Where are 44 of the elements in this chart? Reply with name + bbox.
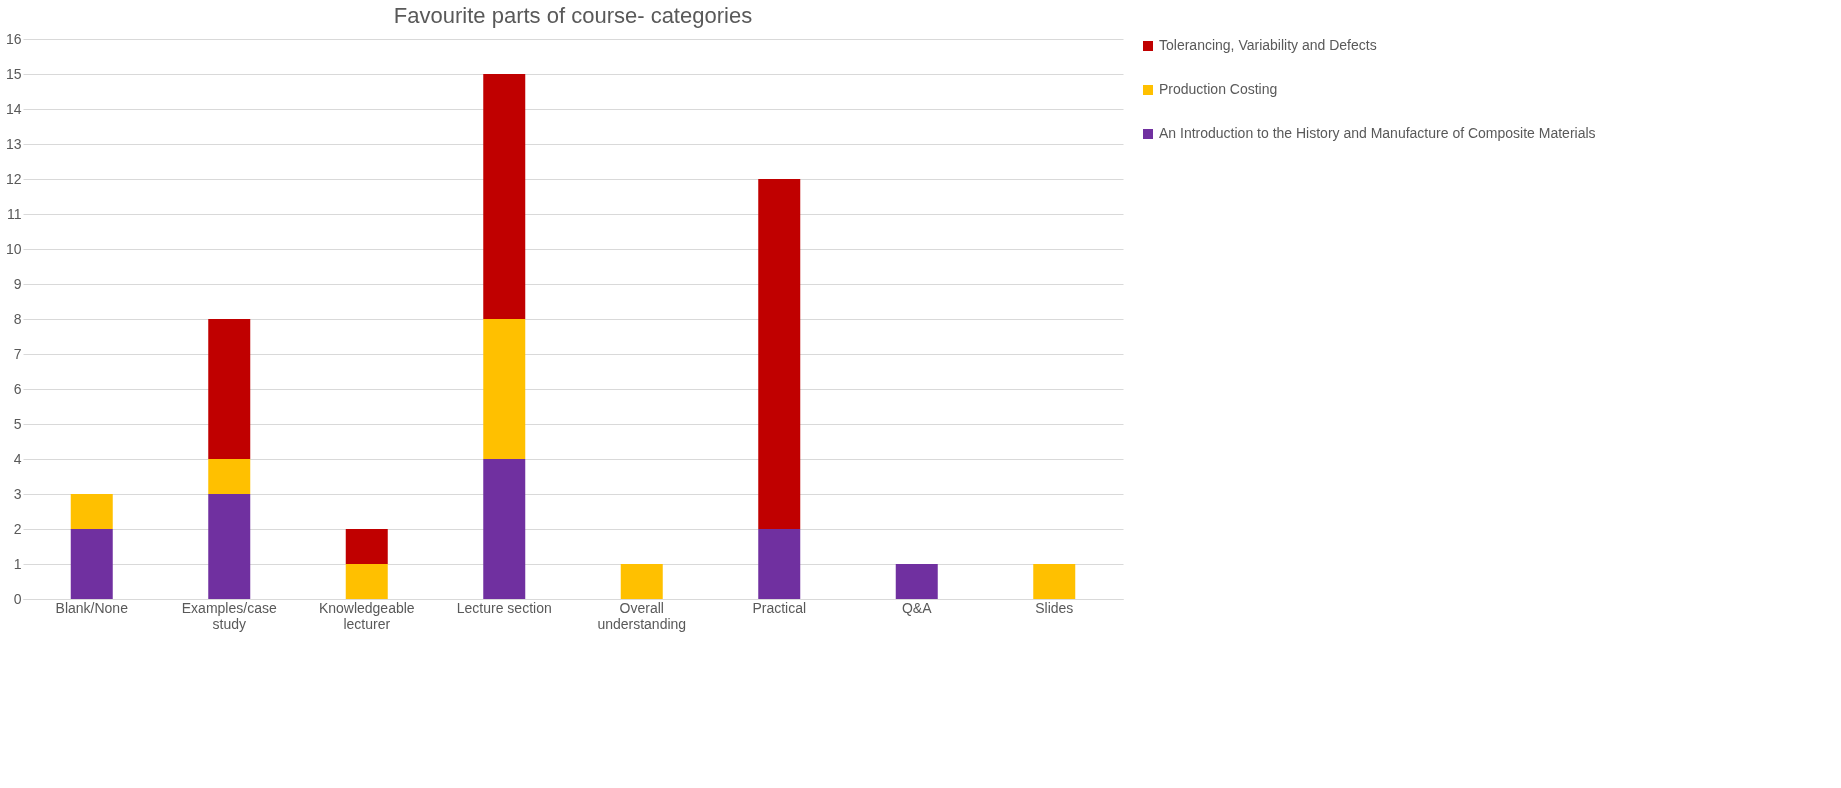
bar <box>345 529 388 564</box>
bar <box>483 459 526 599</box>
y-tick-label: 4 <box>13 450 22 467</box>
bar <box>208 494 251 599</box>
y-tick-label: 13 <box>5 135 22 152</box>
legend-label: Tolerancing, Variability and Defects <box>1159 37 1377 53</box>
y-tick-label: 11 <box>6 205 22 222</box>
bar <box>483 319 526 459</box>
bar <box>208 319 251 459</box>
y-tick-label: 7 <box>13 345 22 362</box>
y-tick-label: 2 <box>13 520 22 537</box>
x-tick-label: Slides <box>1035 599 1074 616</box>
y-tick-label: 12 <box>5 170 22 187</box>
y-tick-label: 1 <box>13 555 22 572</box>
bar <box>483 74 526 319</box>
bar <box>758 529 801 599</box>
x-tick-label: Examples/case study <box>181 599 277 632</box>
y-tick-label: 9 <box>13 275 22 292</box>
x-tick-label: Lecture section <box>456 599 552 616</box>
y-tick-label: 15 <box>5 65 22 82</box>
y-tick-label: 0 <box>13 590 22 607</box>
x-tick-label: Overall understanding <box>597 599 687 632</box>
y-tick-label: 16 <box>5 30 22 47</box>
y-tick-label: 10 <box>5 240 22 257</box>
y-tick-label: 3 <box>13 485 22 502</box>
bar <box>70 494 113 529</box>
bar <box>1033 564 1076 599</box>
x-tick-label: Practical <box>752 599 807 616</box>
bar <box>620 564 663 599</box>
bar <box>758 179 801 529</box>
x-tick-label: Q&A <box>901 599 933 616</box>
chart-title: Favourite parts of course- categories <box>393 3 753 28</box>
y-tick-label: 5 <box>13 415 22 432</box>
y-tick-label: 6 <box>13 380 22 397</box>
bar <box>70 529 113 599</box>
bar <box>895 564 938 599</box>
x-tick-label: Knowledgeable lecturer <box>318 599 415 632</box>
bar <box>208 459 251 494</box>
bar <box>345 564 388 599</box>
y-tick-label: 8 <box>13 310 22 327</box>
y-tick-label: 14 <box>5 100 22 117</box>
legend-label: An Introduction to the History and Manufacture of Composite Materials <box>1159 125 1596 141</box>
x-tick-label: Blank/None <box>55 599 129 616</box>
legend-label: Production Costing <box>1159 81 1278 97</box>
